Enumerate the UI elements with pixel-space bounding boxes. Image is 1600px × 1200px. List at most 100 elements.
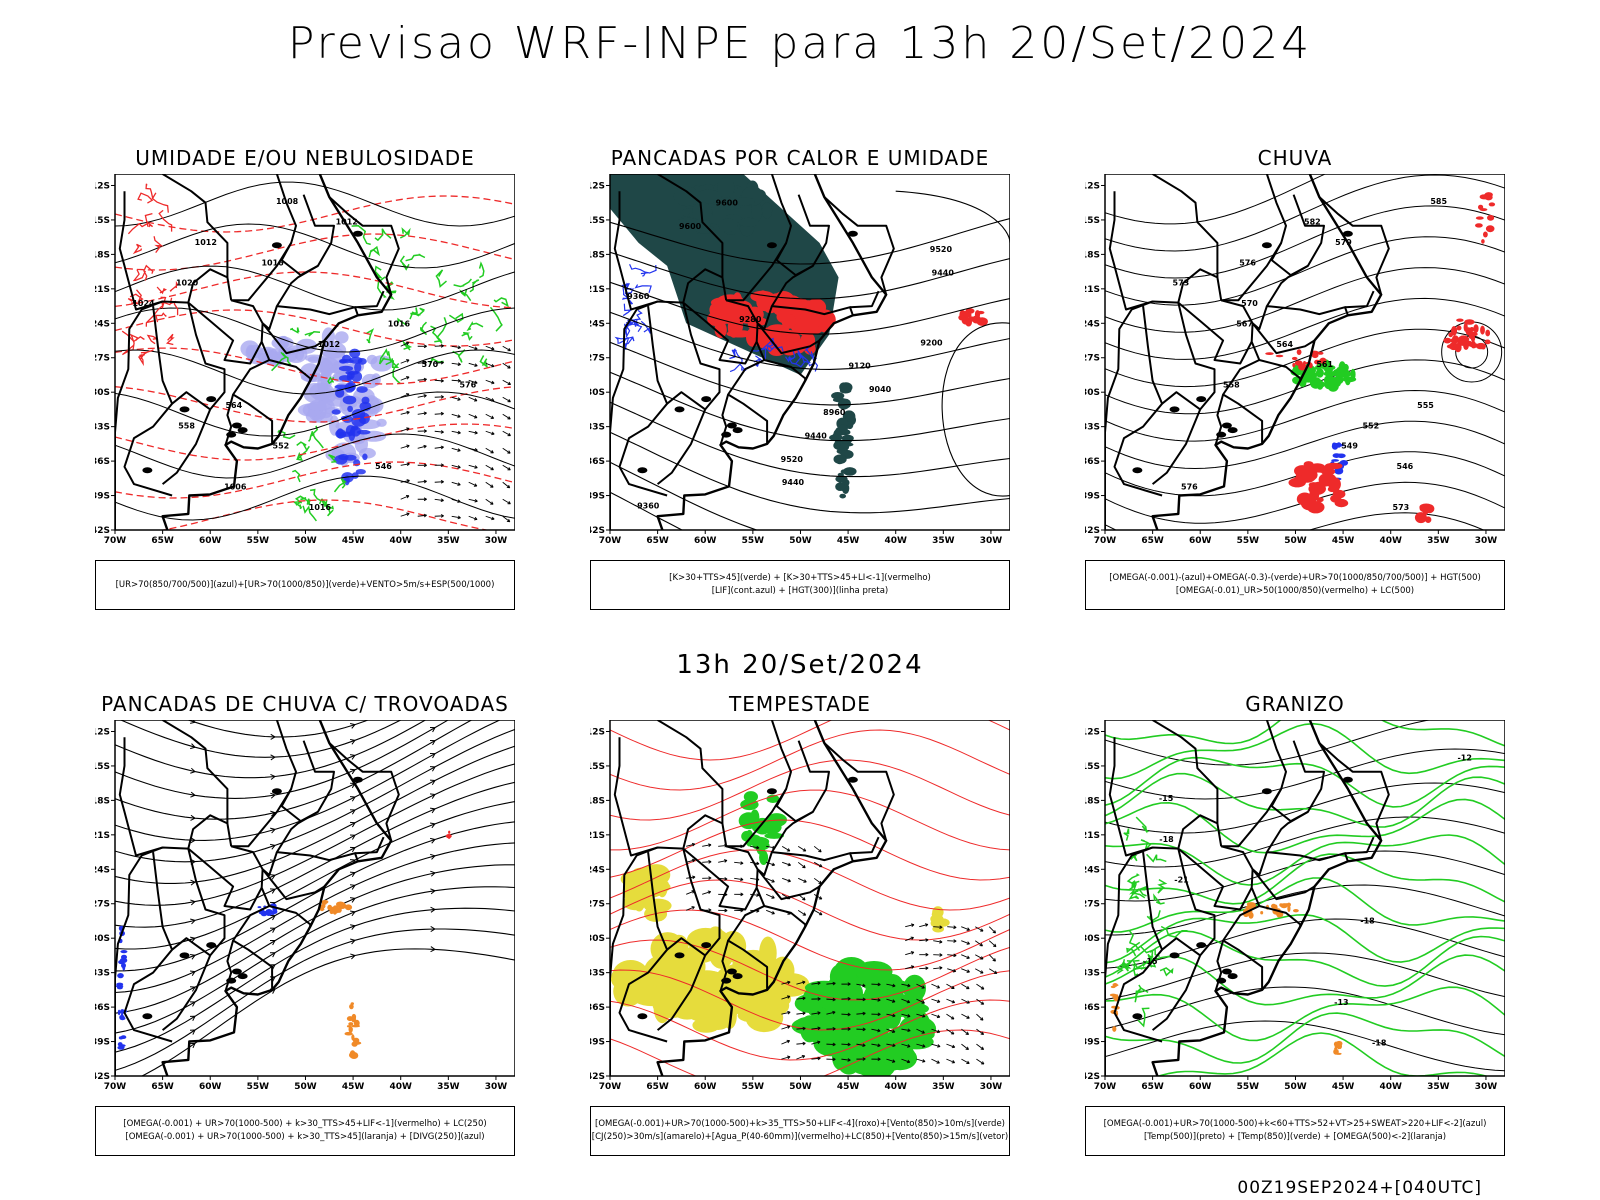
contour-fragment — [1153, 893, 1165, 905]
lon-label: 70W — [599, 536, 622, 546]
wind-vector — [434, 378, 444, 383]
arrow-head — [190, 918, 196, 925]
lat-label: 42S — [95, 1072, 110, 1082]
lat-label: 18S — [590, 796, 605, 806]
border-line — [261, 851, 326, 901]
shaded-area — [734, 197, 755, 206]
shaded-area — [1487, 214, 1495, 221]
shaded-area — [1333, 1048, 1339, 1055]
map-granizo[interactable]: -12 -15 -18 -21 -18 -15 -13 -18 12S 15S 18S 21S 24S 2… — [1085, 720, 1505, 1094]
lat-label: 39S — [1085, 492, 1100, 502]
shaded-area — [354, 362, 362, 373]
wind-vector — [946, 1028, 955, 1035]
streamline — [119, 720, 403, 758]
shaded-area — [1475, 216, 1484, 220]
wind-vector — [400, 393, 410, 398]
shaded-area — [344, 454, 357, 461]
wind-vector — [813, 861, 823, 868]
wind-vector — [813, 845, 822, 853]
shaded-area — [835, 482, 846, 492]
lake — [1169, 406, 1180, 413]
wind-vector — [811, 1040, 821, 1045]
wind-vector — [976, 1028, 985, 1035]
shaded-area — [332, 905, 339, 910]
contour-fragment — [435, 269, 447, 288]
contour-fragment — [137, 353, 146, 367]
thickness-contour — [115, 195, 515, 233]
caption-line: [CJ(250)>30m/s](amarelo)+[Agua_P(40-60mm… — [591, 1132, 1009, 1142]
shaded-area — [1265, 352, 1274, 355]
shaded-area — [1336, 498, 1347, 505]
map-umidade[interactable]: 1008 1012 1012 1016 1020 1024 1016 1012 570 576 56… — [95, 174, 515, 548]
temperature-contour — [1105, 748, 1505, 800]
contour-fragment — [634, 284, 652, 293]
border-line — [171, 937, 211, 957]
lat-label: 33S — [590, 423, 605, 433]
arrow-head — [189, 953, 196, 960]
shaded-area — [717, 177, 735, 198]
wind-vector — [451, 430, 461, 435]
lat-label: 12S — [1085, 727, 1100, 737]
lake — [352, 230, 363, 237]
lon-label: 70W — [104, 1082, 127, 1092]
border-line — [118, 191, 163, 311]
caption-line: [OMEGA(-0.001) + UR>70(1000-500) + k>30_… — [123, 1119, 487, 1129]
lon-label: 50W — [789, 536, 812, 546]
temperature-contour — [1105, 952, 1505, 1001]
contour-fragment — [373, 265, 383, 279]
wind-vector — [841, 982, 851, 986]
wind-vector — [796, 1011, 806, 1016]
wind-vector — [811, 1056, 821, 1061]
caption-line: [OMEGA(-0.01)_UR>50(1000/850)(vermelho) … — [1175, 586, 1415, 596]
height-contour — [610, 461, 759, 530]
contour-fragment — [374, 228, 392, 242]
wind-vector — [856, 983, 866, 988]
streamline — [115, 842, 515, 994]
lon-label: 35W — [932, 1082, 955, 1092]
map-layers: 1008 1012 1012 1016 1020 1024 1016 1012 570 576 56… — [115, 174, 515, 530]
shaded-area — [1328, 477, 1341, 492]
wind-vector — [841, 1058, 851, 1062]
map-trovoadas[interactable]: 12S 15S 18S 21S 24S 27S 30S 33S 36S 39S 42S70W 65W 6… — [95, 720, 515, 1094]
shaded-area — [1301, 469, 1318, 481]
wind-vector — [702, 876, 712, 880]
map-tempestade[interactable]: 12S 15S 18S 21S 24S 27S 30S 33S 36S 39S 42S70W 65W 6… — [590, 720, 1010, 1094]
shaded-area — [1315, 368, 1324, 378]
wind-vector — [400, 479, 410, 483]
wind-vector — [856, 1057, 866, 1061]
shaded-area — [1450, 337, 1459, 344]
border-line — [1177, 268, 1253, 365]
shaded-area — [307, 401, 333, 411]
wind-vector — [485, 362, 495, 368]
wind-vector — [400, 410, 410, 415]
arrow-head — [189, 970, 196, 976]
shaded-area — [751, 201, 763, 222]
contour-label: -12 — [1457, 753, 1471, 762]
shaded-area — [1475, 342, 1486, 350]
lake — [674, 406, 685, 413]
arrow-head — [269, 888, 276, 894]
shaded-area — [1479, 194, 1488, 200]
wind-vector — [905, 923, 915, 928]
wind-vector — [905, 936, 914, 942]
lon-label: 65W — [1141, 1082, 1164, 1092]
contour-label: 1012 — [318, 340, 340, 349]
contour-fragment — [158, 209, 173, 232]
caption-line: [K>30+TTS>45](verde) + [K>30+TTS>45+LI<-… — [669, 573, 931, 583]
lat-label: 36S — [590, 457, 605, 467]
border-line — [162, 174, 229, 278]
lat-label: 21S — [1085, 831, 1100, 841]
map-pancadas-calor[interactable]: 9600 9600 9520 9440 9360 9280 9200 9120 9040 8960… — [590, 174, 1010, 548]
map-chuva[interactable]: 585 582 579 576 573 570 567 564 561 558 555 552 549 5… — [1085, 174, 1505, 548]
shaded-area — [347, 405, 353, 413]
thickness-contour — [160, 499, 490, 530]
temperature-contour — [1156, 1032, 1490, 1076]
streamline — [115, 928, 515, 1071]
lon-label: 55W — [247, 536, 270, 546]
contour-label: -15 — [1143, 957, 1158, 966]
contour-fragment — [1135, 816, 1149, 834]
shaded-area — [376, 418, 387, 427]
lon-label: 60W — [1189, 536, 1212, 546]
wind-vector — [919, 966, 929, 971]
shaded-area — [1466, 340, 1473, 347]
